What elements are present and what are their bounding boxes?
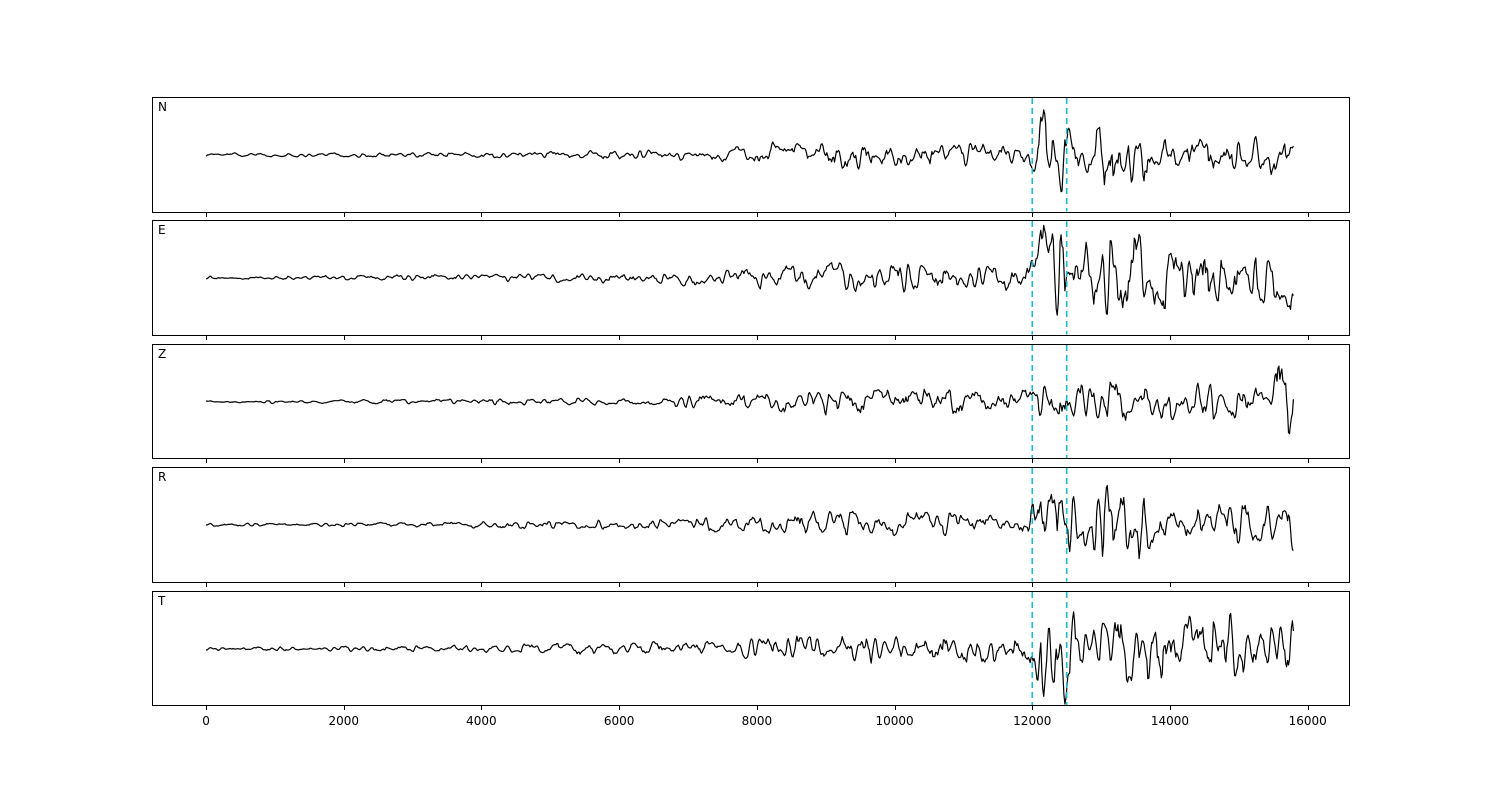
tick-mark (1307, 212, 1309, 217)
tick-mark (206, 212, 208, 217)
tick-mark (1032, 706, 1034, 711)
panel-E: E (152, 220, 1350, 336)
tick-mark (1169, 335, 1171, 340)
tick-mark (756, 459, 758, 464)
waveform-trace-Z (205, 365, 1294, 435)
tick-mark (343, 335, 345, 340)
tick-mark (894, 335, 896, 340)
x-tick-label: 12000 (1013, 714, 1052, 729)
tick-mark (481, 335, 483, 340)
tick-mark (756, 706, 758, 711)
tick-mark (619, 212, 621, 217)
tick-mark (1032, 212, 1034, 217)
x-tick-label: 14000 (1150, 714, 1190, 729)
waveform-trace-E (206, 225, 1294, 317)
tick-mark (481, 582, 483, 587)
waveform-trace-R (205, 485, 1294, 560)
tick-mark (1169, 212, 1171, 217)
x-tick-label: 10000 (875, 714, 914, 729)
tick-mark (343, 459, 345, 464)
tick-mark (1032, 335, 1034, 340)
tick-mark (1169, 459, 1171, 464)
panel-label: T (158, 593, 166, 608)
tick-mark (619, 459, 621, 464)
panel-label: R (158, 470, 167, 485)
tick-mark (1169, 706, 1171, 711)
tick-mark (1307, 459, 1309, 464)
tick-mark (206, 335, 208, 340)
tick-mark (1032, 582, 1034, 587)
panel-R: R (152, 467, 1350, 583)
x-tick-label: 2000 (328, 714, 359, 729)
tick-mark (619, 335, 621, 340)
tick-mark (756, 212, 758, 217)
tick-mark (1169, 582, 1171, 587)
tick-mark (894, 706, 896, 711)
waveform-trace-N (205, 109, 1294, 193)
tick-mark (481, 459, 483, 464)
tick-mark (619, 706, 621, 711)
trace-plot-E (206, 221, 1294, 335)
trace-plot-R (205, 468, 1294, 582)
tick-mark (894, 459, 896, 464)
tick-mark (1307, 335, 1309, 340)
tick-mark (206, 459, 208, 464)
tick-mark (343, 706, 345, 711)
tick-mark (756, 335, 758, 340)
panel-label: E (158, 223, 166, 238)
tick-mark (894, 582, 896, 587)
tick-mark (619, 582, 621, 587)
waveform-trace-T (205, 610, 1294, 705)
tick-mark (756, 582, 758, 587)
x-tick-label: 8000 (741, 714, 773, 729)
x-tick-label: 0 (202, 714, 210, 729)
tick-mark (481, 706, 483, 711)
tick-mark (343, 582, 345, 587)
panel-T: T (152, 590, 1350, 707)
panel-Z: Z (152, 343, 1350, 460)
panel-N: N (152, 97, 1350, 213)
tick-mark (894, 212, 896, 217)
trace-plot-Z (205, 344, 1294, 459)
trace-plot-T (205, 591, 1294, 706)
panel-label: Z (158, 346, 167, 361)
tick-mark (1032, 459, 1034, 464)
tick-mark (206, 582, 208, 587)
panel-label: N (158, 100, 167, 114)
tick-mark (343, 212, 345, 217)
tick-mark (206, 706, 208, 711)
tick-mark (1307, 582, 1309, 587)
x-tick-label: 6000 (603, 714, 635, 729)
x-tick-label: 4000 (466, 714, 497, 729)
trace-plot-N (205, 98, 1294, 212)
x-tick-label: 16000 (1288, 714, 1327, 729)
tick-mark (1307, 706, 1309, 711)
tick-mark (481, 212, 483, 217)
